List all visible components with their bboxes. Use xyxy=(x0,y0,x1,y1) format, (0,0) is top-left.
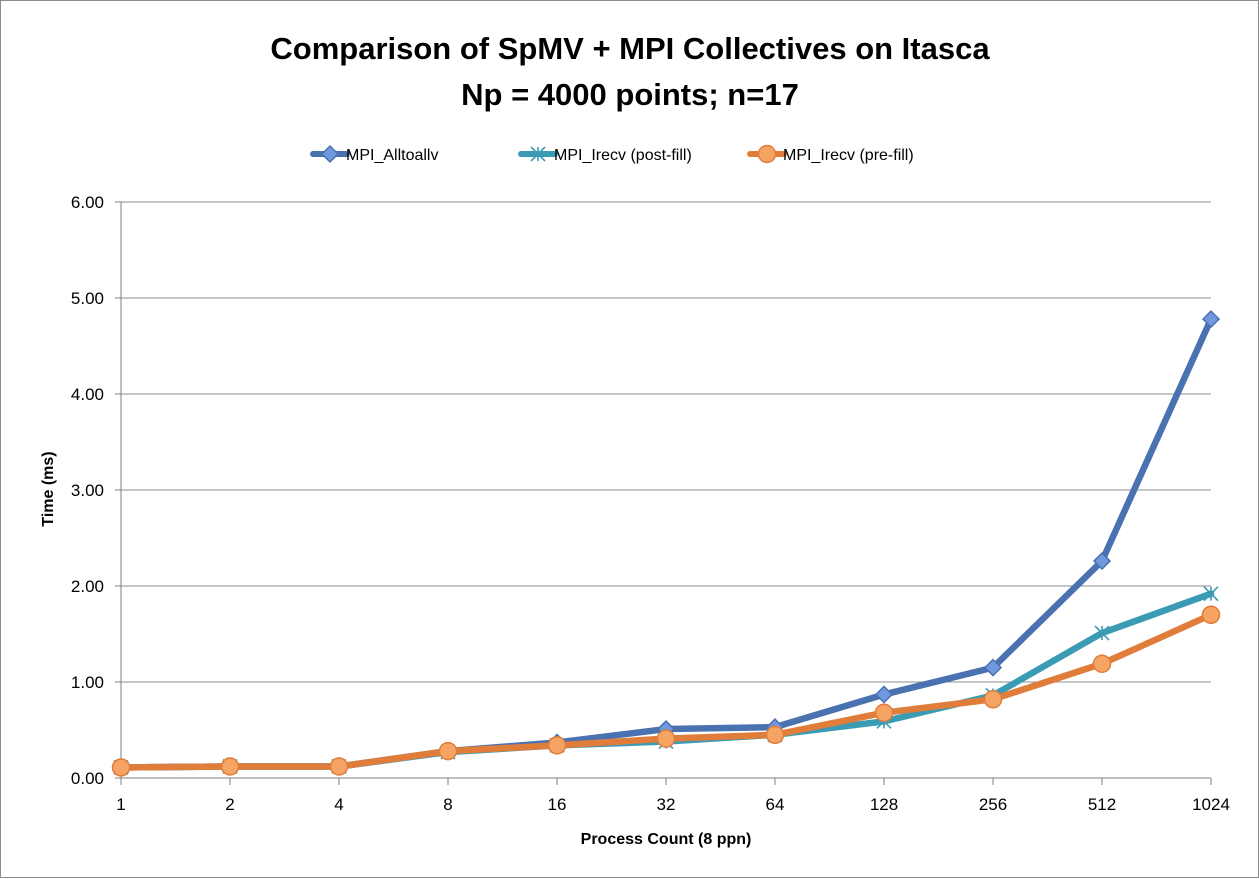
legend-label: MPI_Alltoallv xyxy=(346,147,438,164)
series-lines xyxy=(117,315,1215,771)
series-markers xyxy=(111,310,1221,777)
x-tick-label: 32 xyxy=(657,795,676,814)
data-point-mpi-irecv-pre-fill xyxy=(547,736,567,755)
data-point-mpi-irecv-pre-fill xyxy=(656,729,676,748)
x-tick-label: 1024 xyxy=(1192,795,1230,814)
x-tick-label: 512 xyxy=(1088,795,1116,814)
series-line-mpi-alltoallv xyxy=(117,315,1215,771)
data-point-mpi-alltoallv xyxy=(983,658,1003,677)
y-tick-label: 1.00 xyxy=(71,673,104,692)
data-point-mpi-alltoallv xyxy=(1092,551,1112,571)
legend-marker xyxy=(320,144,340,164)
x-tick-label: 256 xyxy=(979,795,1007,814)
data-point-mpi-irecv-pre-fill xyxy=(111,758,131,777)
y-tick-label: 6.00 xyxy=(71,193,104,212)
data-point-mpi-irecv-pre-fill xyxy=(1201,605,1221,625)
data-point-mpi-irecv-pre-fill xyxy=(220,757,240,776)
x-tick-label: 4 xyxy=(334,795,343,814)
legend-marker xyxy=(757,144,777,164)
x-axis-title: Process Count (8 ppn) xyxy=(581,831,752,848)
x-tick-label: 1 xyxy=(116,795,125,814)
data-point-mpi-irecv-pre-fill xyxy=(874,703,894,722)
y-tick-label: 5.00 xyxy=(71,289,104,308)
data-point-mpi-irecv-pre-fill xyxy=(765,725,785,745)
data-point-mpi-irecv-post-fill xyxy=(1094,625,1110,641)
data-point-mpi-irecv-pre-fill xyxy=(329,757,349,776)
chart-title: Comparison of SpMV + MPI Collectives on … xyxy=(270,31,990,66)
y-tick-label: 3.00 xyxy=(71,481,104,500)
x-tick-label: 128 xyxy=(870,795,898,814)
x-tick-label: 2 xyxy=(225,795,234,814)
y-axis-title: Time (ms) xyxy=(40,451,57,526)
data-point-mpi-irecv-pre-fill xyxy=(438,741,458,761)
data-point-mpi-alltoallv xyxy=(874,685,894,704)
x-tick-label: 64 xyxy=(766,795,785,814)
legend: MPI_Alltoallv MPI_Irecv (post-fill) MPI_Ir… xyxy=(310,144,914,164)
data-point-mpi-irecv-pre-fill xyxy=(1092,654,1112,674)
y-tick-label: 2.00 xyxy=(71,577,104,596)
y-tick-label: 4.00 xyxy=(71,385,104,404)
data-point-mpi-alltoallv xyxy=(1201,310,1221,329)
chart-subtitle: Np = 4000 points; n=17 xyxy=(461,77,799,112)
y-tick-label: 0.00 xyxy=(71,769,104,788)
legend-label: MPI_Irecv (post-fill) xyxy=(554,147,692,164)
gridlines xyxy=(120,201,1211,779)
legend-marker xyxy=(530,146,546,162)
x-tick-label: 8 xyxy=(443,795,452,814)
legend-label: MPI_Irecv (pre-fill) xyxy=(783,147,914,164)
y-axis-ticks: 0.00 1.00 2.00 3.00 4.00 5.00 6.00 xyxy=(71,193,121,788)
data-point-mpi-irecv-post-fill xyxy=(1203,586,1219,602)
x-tick-label: 16 xyxy=(548,795,567,814)
data-point-mpi-irecv-pre-fill xyxy=(983,690,1003,709)
x-axis-ticks: 1 2 4 8 16 32 64 128 256 512 1024 xyxy=(116,778,1230,814)
